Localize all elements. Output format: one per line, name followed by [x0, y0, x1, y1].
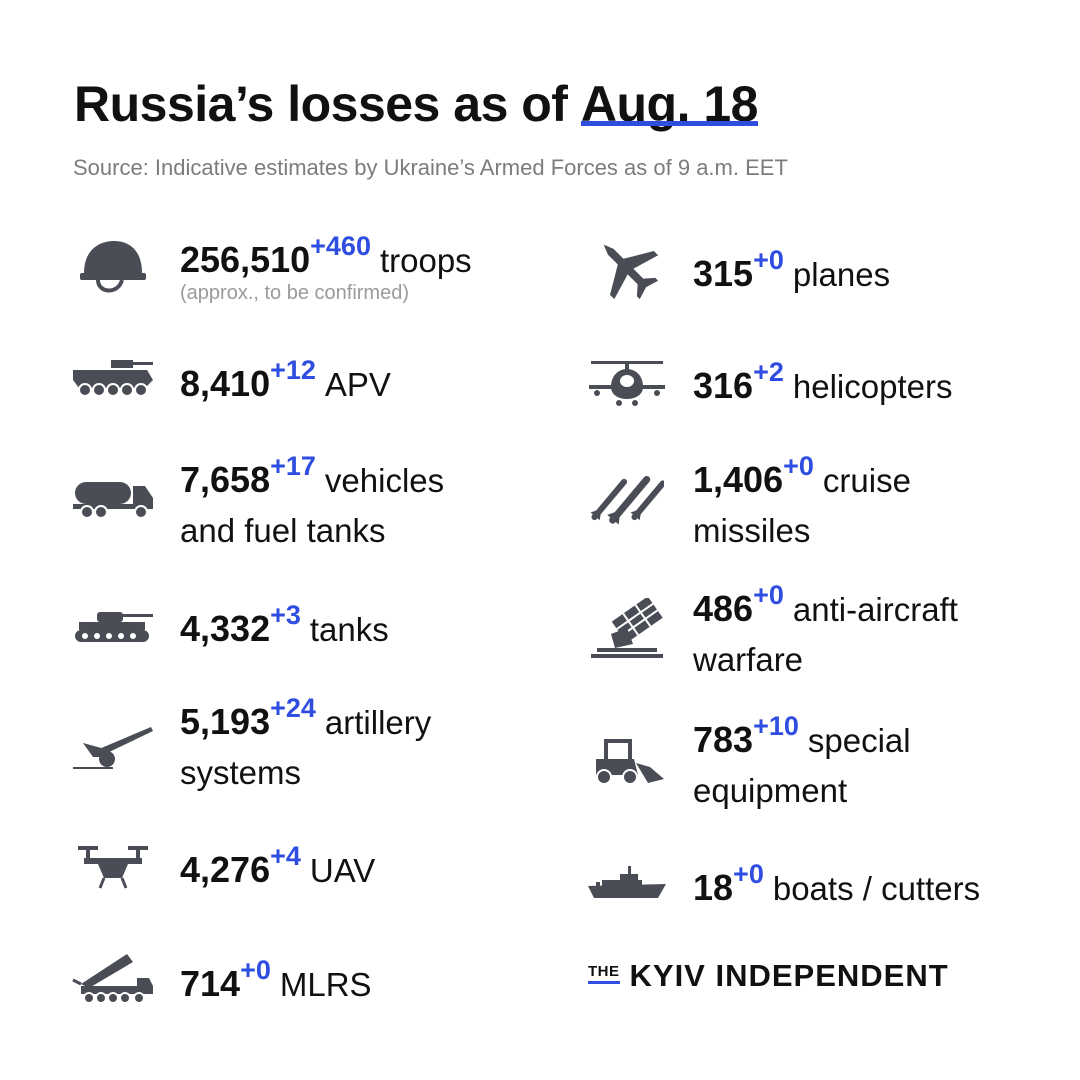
stat-delta: +0 — [783, 451, 814, 481]
mlrs-icon — [70, 946, 156, 1010]
stat-delta: +12 — [270, 355, 316, 385]
stat-label-2: and fuel tanks — [180, 512, 386, 549]
stat-label: boats / cutters — [772, 870, 981, 907]
stat-value: 315 — [693, 253, 754, 294]
helmet-icon — [70, 236, 156, 300]
stat-delta: +17 — [270, 451, 316, 481]
stat-label-2: equipment — [693, 772, 848, 809]
fuel-truck-icon — [70, 466, 156, 530]
source-note: Source: Indicative estimates by Ukraine’… — [73, 155, 788, 180]
plane-icon — [584, 236, 670, 300]
stat-delta: +0 — [753, 245, 784, 275]
stat-value: 18 — [693, 867, 734, 908]
stat-label: planes — [792, 256, 891, 293]
stat-vehicles: 7,658+17 vehicles and fuel tanks — [180, 451, 445, 555]
stat-label: APV — [324, 366, 391, 403]
logo-the: THE — [588, 963, 620, 984]
stat-label: vehicles — [324, 462, 445, 499]
title-date: Aug. 18 — [580, 76, 758, 132]
stat-cruise-missiles: 1,406+0 cruise missiles — [693, 451, 911, 555]
stat-delta: +460 — [310, 231, 371, 261]
stat-value: 256,510 — [180, 239, 311, 280]
apv-icon — [70, 346, 156, 410]
stat-delta: +0 — [753, 580, 784, 610]
stat-boats: 18+0 boats / cutters — [693, 859, 981, 915]
artillery-icon — [70, 716, 156, 780]
stat-label: cruise — [822, 462, 911, 499]
page-title: Russia’s losses as of Aug. 18 — [74, 74, 758, 134]
stat-value: 5,193 — [180, 701, 271, 742]
stat-special-equipment: 783+10 special equipment — [693, 711, 911, 815]
stat-delta: +2 — [753, 357, 784, 387]
kyiv-independent-logo: THE KYIV INDEPENDENT — [588, 958, 949, 994]
missile-icon — [584, 462, 670, 538]
stat-helicopters: 316+2 helicopters — [693, 357, 953, 413]
stat-label-2: systems — [180, 754, 302, 791]
stat-label: troops — [379, 242, 472, 279]
stat-mlrs: 714+0 MLRS — [180, 955, 372, 1011]
stat-value: 714 — [180, 963, 241, 1004]
boat-icon — [584, 852, 670, 916]
helicopter-icon — [584, 350, 670, 414]
stat-uav: 4,276+4 UAV — [180, 841, 376, 897]
stat-value: 4,332 — [180, 608, 271, 649]
drone-icon — [70, 834, 156, 898]
stat-value: 316 — [693, 365, 754, 406]
title-prefix: Russia’s losses as of — [74, 76, 568, 132]
anti-aircraft-icon — [584, 598, 670, 662]
stat-label: anti-aircraft — [792, 591, 958, 628]
tank-icon — [70, 596, 156, 660]
stat-label-2: missiles — [693, 512, 811, 549]
stat-artillery: 5,193+24 artillery systems — [180, 693, 432, 797]
stat-label: artillery — [324, 704, 432, 741]
stat-delta: +4 — [270, 841, 301, 871]
stat-delta: +10 — [753, 711, 799, 741]
stat-value: 783 — [693, 719, 754, 760]
stat-value: 7,658 — [180, 459, 271, 500]
stat-label: MLRS — [279, 966, 372, 1003]
stat-troops: 256,510+460 troops (approx., to be confir… — [180, 231, 472, 304]
stat-tanks: 4,332+3 tanks — [180, 600, 389, 656]
stat-label: helicopters — [792, 368, 953, 405]
stat-label: tanks — [309, 611, 389, 648]
logo-name: KYIV INDEPENDENT — [629, 958, 949, 993]
stat-delta: +24 — [270, 693, 316, 723]
stat-label: UAV — [309, 852, 376, 889]
special-equipment-icon — [584, 730, 670, 794]
stat-value: 8,410 — [180, 363, 271, 404]
stat-delta: +0 — [240, 955, 271, 985]
stat-label: special — [807, 722, 911, 759]
stat-value: 1,406 — [693, 459, 784, 500]
stat-planes: 315+0 planes — [693, 245, 891, 301]
stat-anti-aircraft: 486+0 anti-aircraft warfare — [693, 580, 958, 684]
stat-note: (approx., to be confirmed) — [180, 282, 409, 304]
stat-value: 4,276 — [180, 849, 271, 890]
stat-delta: +0 — [733, 859, 764, 889]
stat-value: 486 — [693, 588, 754, 629]
stat-delta: +3 — [270, 600, 301, 630]
stat-label-2: warfare — [693, 641, 804, 678]
stat-apv: 8,410+12 APV — [180, 355, 391, 411]
